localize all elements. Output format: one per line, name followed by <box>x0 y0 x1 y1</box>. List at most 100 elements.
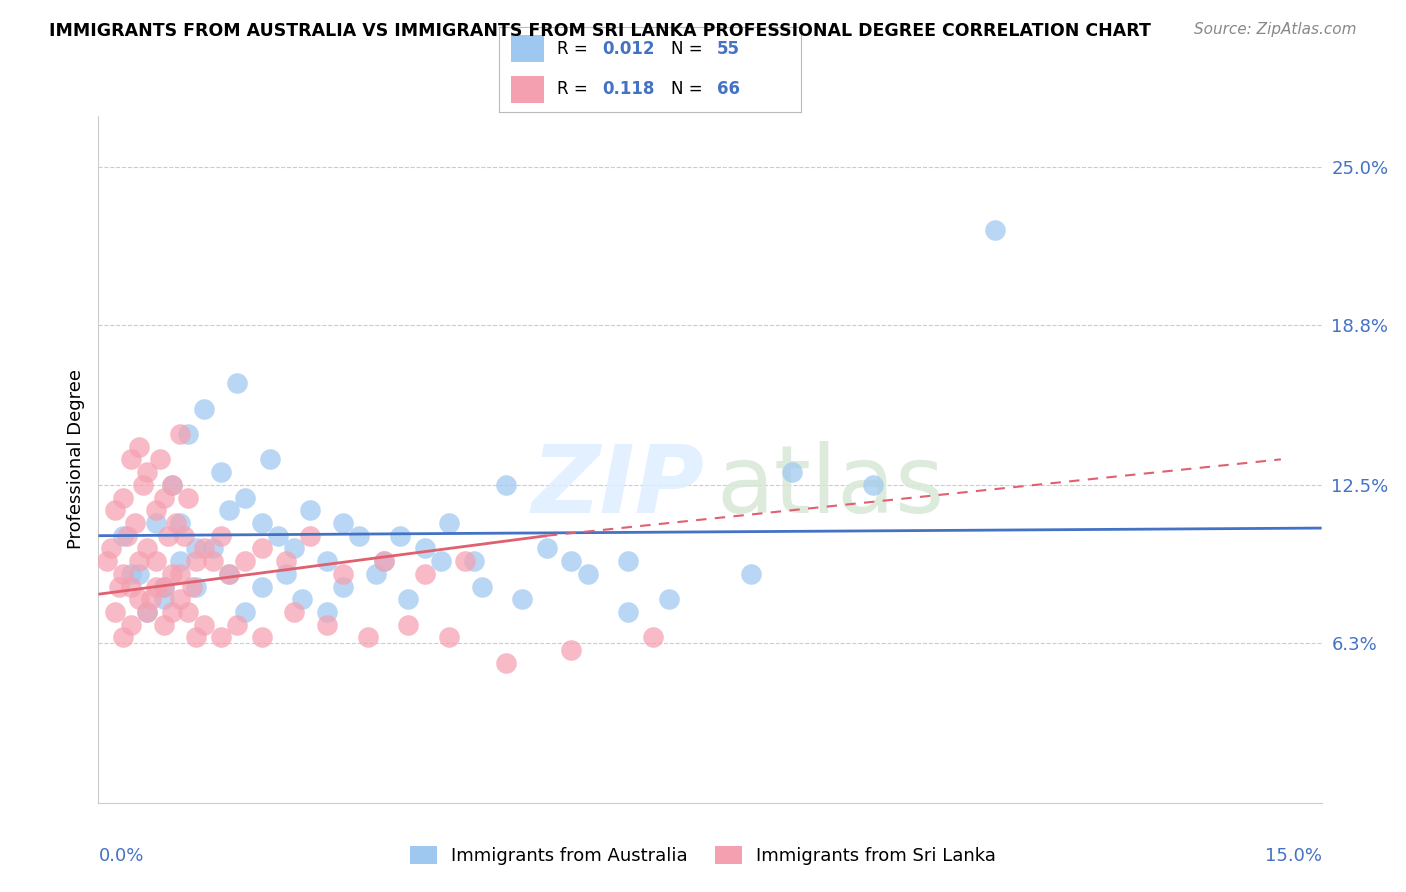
Point <box>291 592 314 607</box>
Point <box>111 529 134 543</box>
Point <box>128 554 150 568</box>
Point <box>495 478 517 492</box>
Point <box>617 605 640 619</box>
Point <box>193 617 215 632</box>
Point <box>396 592 419 607</box>
Point <box>430 554 453 568</box>
Point <box>160 566 183 581</box>
Point <box>104 605 127 619</box>
FancyBboxPatch shape <box>512 36 544 62</box>
Point <box>218 566 240 581</box>
Point <box>104 503 127 517</box>
Point <box>177 605 200 619</box>
Point <box>495 656 517 670</box>
Point <box>332 566 354 581</box>
Point <box>136 465 159 479</box>
Point <box>233 554 256 568</box>
Point <box>149 452 172 467</box>
Point <box>413 541 436 556</box>
Point <box>437 631 460 645</box>
Point <box>226 376 249 390</box>
Point <box>396 617 419 632</box>
Point <box>115 529 138 543</box>
Point <box>356 631 378 645</box>
Point <box>136 605 159 619</box>
Text: R =: R = <box>557 80 592 98</box>
Point <box>373 554 395 568</box>
Point <box>283 541 305 556</box>
Point <box>156 529 179 543</box>
Point <box>267 529 290 543</box>
Point <box>152 580 174 594</box>
Point <box>299 503 322 517</box>
Y-axis label: Professional Degree: Professional Degree <box>66 369 84 549</box>
Point <box>145 503 167 517</box>
Point <box>250 580 273 594</box>
Point <box>120 617 142 632</box>
Point <box>233 491 256 505</box>
Point <box>437 516 460 530</box>
Point <box>193 401 215 416</box>
Point <box>186 541 208 556</box>
Point <box>658 592 681 607</box>
Point <box>152 617 174 632</box>
Point <box>233 605 256 619</box>
Point <box>108 580 131 594</box>
Text: ZIP: ZIP <box>531 441 704 533</box>
Point <box>209 465 232 479</box>
Point <box>173 529 195 543</box>
Point <box>373 554 395 568</box>
Point <box>111 566 134 581</box>
Point <box>111 491 134 505</box>
Point <box>463 554 485 568</box>
Point <box>984 223 1007 237</box>
Text: 0.118: 0.118 <box>602 80 654 98</box>
Point <box>332 516 354 530</box>
Point <box>186 554 208 568</box>
Point <box>641 631 664 645</box>
Point <box>862 478 884 492</box>
Point <box>283 605 305 619</box>
Point <box>250 516 273 530</box>
Point <box>128 592 150 607</box>
Point <box>152 491 174 505</box>
Point <box>169 566 191 581</box>
Point <box>560 643 582 657</box>
Point <box>124 516 146 530</box>
Point <box>152 592 174 607</box>
Point <box>413 566 436 581</box>
Point <box>471 580 494 594</box>
Point <box>512 592 534 607</box>
Text: 66: 66 <box>717 80 740 98</box>
Point <box>259 452 281 467</box>
Text: IMMIGRANTS FROM AUSTRALIA VS IMMIGRANTS FROM SRI LANKA PROFESSIONAL DEGREE CORRE: IMMIGRANTS FROM AUSTRALIA VS IMMIGRANTS … <box>49 22 1152 40</box>
Text: 0.0%: 0.0% <box>98 847 143 865</box>
Text: 0.012: 0.012 <box>602 40 654 58</box>
Point <box>218 503 240 517</box>
Point <box>136 541 159 556</box>
Text: atlas: atlas <box>716 441 945 533</box>
Point <box>315 605 337 619</box>
Point <box>193 541 215 556</box>
Point <box>218 566 240 581</box>
Point <box>274 566 297 581</box>
Point <box>136 605 159 619</box>
Point <box>145 554 167 568</box>
Point <box>560 554 582 568</box>
Point <box>152 580 174 594</box>
Point <box>160 605 183 619</box>
Point <box>250 631 273 645</box>
Text: 15.0%: 15.0% <box>1264 847 1322 865</box>
Point <box>315 617 337 632</box>
Point <box>145 580 167 594</box>
Point <box>332 580 354 594</box>
Point <box>169 516 191 530</box>
Point <box>186 631 208 645</box>
Point <box>111 631 134 645</box>
Text: N =: N = <box>672 40 709 58</box>
Point <box>120 580 142 594</box>
Point <box>364 566 387 581</box>
Point <box>274 554 297 568</box>
Point <box>128 566 150 581</box>
Point <box>177 491 200 505</box>
